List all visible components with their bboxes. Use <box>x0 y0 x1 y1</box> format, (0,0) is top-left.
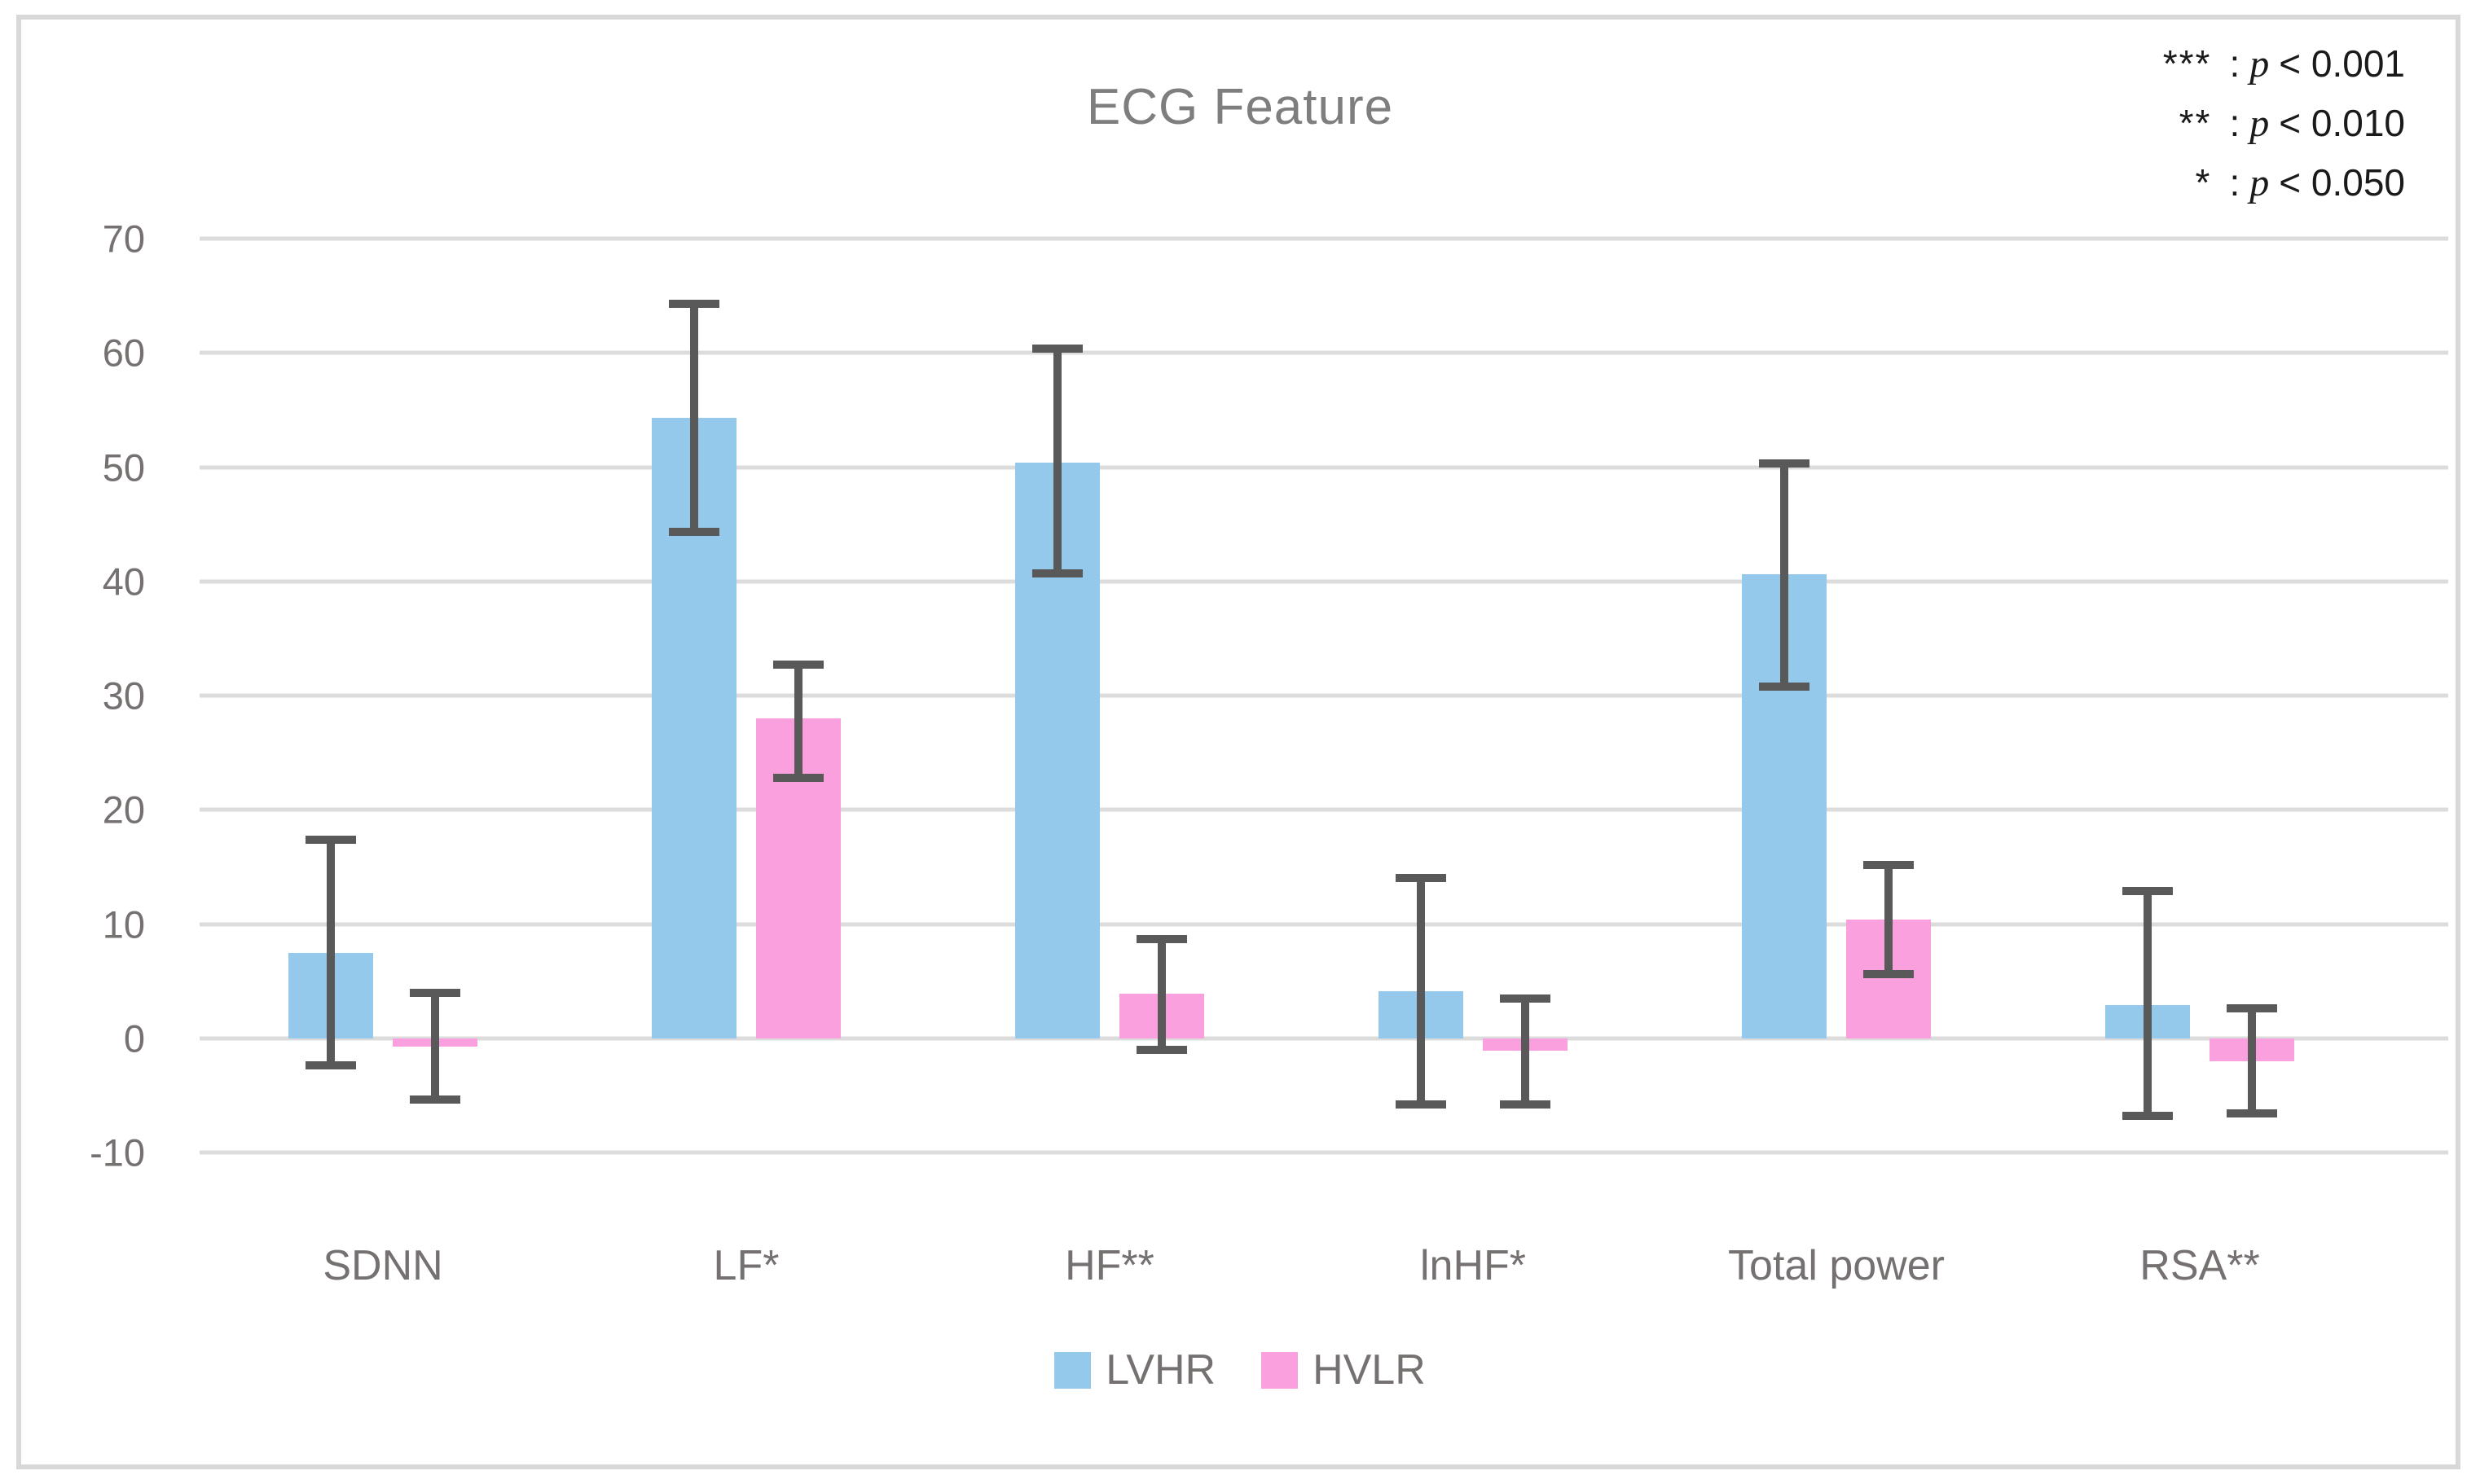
error-bar-cap <box>1759 459 1809 468</box>
error-bar-line <box>2144 890 2152 1117</box>
significance-separator: : <box>2229 42 2240 85</box>
gridline <box>200 465 2448 469</box>
y-axis-tick-label: 30 <box>102 674 145 718</box>
error-bar-cap <box>1396 1100 1446 1109</box>
gridline <box>200 236 2448 241</box>
significance-row: **: p < 0.010 <box>2130 94 2405 153</box>
x-axis-label: Total power <box>1728 1242 1945 1289</box>
significance-threshold: < 0.050 <box>2279 161 2405 204</box>
gridline <box>200 1036 2448 1041</box>
error-bar-line <box>690 303 698 533</box>
error-bar-line <box>431 992 439 1100</box>
error-bar-cap <box>410 1095 460 1104</box>
error-bar-line <box>1521 998 1529 1105</box>
gridline <box>200 693 2448 698</box>
error-bar-cap <box>410 988 460 997</box>
y-axis-tick-label: 70 <box>102 217 145 261</box>
legend-swatch-hvlr <box>1261 1351 1299 1389</box>
error-bar-line <box>1158 938 1166 1050</box>
chart-border <box>16 15 2460 1469</box>
significance-row: *: p < 0.050 <box>2130 153 2405 213</box>
gridline <box>200 807 2448 812</box>
x-axis-label: HF** <box>1065 1242 1154 1289</box>
error-bar-cap <box>2122 886 2173 895</box>
legend-label: HVLR <box>1313 1346 1426 1394</box>
error-bar-cap <box>1759 682 1809 691</box>
significance-threshold: < 0.001 <box>2279 42 2405 85</box>
error-bar-line <box>2248 1008 2256 1114</box>
y-axis-tick-label: -10 <box>90 1131 145 1174</box>
error-bar-cap <box>773 661 824 670</box>
error-bar-cap <box>1137 934 1187 943</box>
gridline <box>200 1150 2448 1155</box>
gridline <box>200 922 2448 926</box>
error-bar-cap <box>1396 874 1446 883</box>
gridline <box>200 350 2448 355</box>
error-bar-cap <box>1863 970 1914 979</box>
significance-row: ***: p < 0.001 <box>2130 34 2405 94</box>
error-bar-cap <box>2227 1004 2277 1013</box>
error-bar-cap <box>2227 1109 2277 1118</box>
error-bar-line <box>1884 864 1893 975</box>
y-axis-tick-label: 40 <box>102 560 145 604</box>
error-bar-line <box>794 665 802 778</box>
significance-symbol: *** <box>2162 42 2212 85</box>
error-bar-line <box>1780 463 1788 687</box>
legend-item-lvhr: LVHR <box>1054 1346 1216 1394</box>
y-axis-tick-label: 20 <box>102 788 145 832</box>
significance-legend: ***: p < 0.001 **: p < 0.010 *: p < 0.050 <box>2130 34 2405 213</box>
chart-title: ECG Feature <box>1086 79 1394 135</box>
legend-label: LVHR <box>1106 1346 1216 1394</box>
significance-threshold: < 0.010 <box>2279 102 2405 144</box>
y-axis-tick-label: 10 <box>102 902 145 946</box>
x-axis-label: SDNN <box>323 1242 443 1289</box>
y-axis-tick-label: 0 <box>123 1016 145 1060</box>
error-bar-line <box>327 839 335 1066</box>
significance-symbol: * <box>2195 161 2212 204</box>
error-bar-cap <box>306 835 356 844</box>
significance-p-variable: p <box>2249 102 2270 145</box>
error-bar-cap <box>306 1061 356 1070</box>
error-bar-cap <box>773 773 824 782</box>
y-axis-tick-label: 50 <box>102 446 145 489</box>
error-bar-cap <box>669 528 719 537</box>
significance-separator: : <box>2229 102 2240 144</box>
significance-symbol: ** <box>2179 102 2212 144</box>
error-bar-cap <box>669 299 719 308</box>
error-bar-cap <box>1032 344 1083 353</box>
x-axis-label: LF* <box>713 1242 780 1289</box>
error-bar-cap <box>1500 994 1550 1003</box>
legend-swatch-lvhr <box>1054 1351 1092 1389</box>
significance-separator: : <box>2229 161 2240 204</box>
series-legend: LVHR HVLR <box>0 1346 2480 1394</box>
significance-p-variable: p <box>2249 42 2270 86</box>
error-bar-line <box>1053 348 1062 573</box>
error-bar-cap <box>1500 1100 1550 1109</box>
error-bar-cap <box>1032 569 1083 577</box>
x-axis-label: lnHF* <box>1419 1242 1527 1289</box>
legend-item-hvlr: HVLR <box>1261 1346 1426 1394</box>
y-axis-tick-label: 60 <box>102 331 145 375</box>
significance-p-variable: p <box>2249 161 2270 204</box>
gridline <box>200 579 2448 584</box>
x-axis-label: RSA** <box>2139 1242 2260 1289</box>
error-bar-cap <box>1137 1045 1187 1054</box>
error-bar-cap <box>2122 1112 2173 1121</box>
error-bar-line <box>1417 878 1425 1105</box>
error-bar-cap <box>1863 860 1914 869</box>
